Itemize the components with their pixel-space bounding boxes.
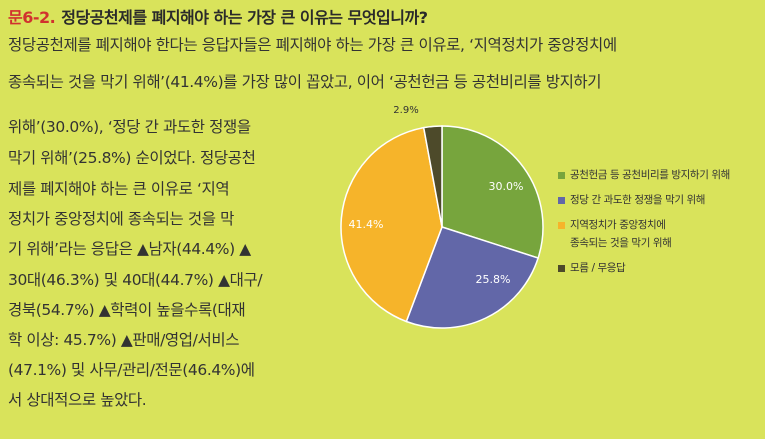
pie-slice — [422, 125, 443, 228]
legend-item: 정당 간 과도한 정쟁을 막기 위해 — [558, 194, 730, 209]
body-col-line-1: 위해’(30.0%), ‘정당 간 과도한 정쟁을 — [8, 118, 251, 136]
body-col-line-7: 경북(54.7%) ▲학력이 높을수록(대재 — [8, 301, 246, 319]
body-col-line-8: 학 이상: 45.7%) ▲판매/영업/서비스 — [8, 331, 240, 349]
chart-legend: 공천헌금 등 공천비리를 방지하기 위해 정당 간 과도한 정쟁을 막기 위해 … — [558, 169, 730, 288]
body-col-line-9: (47.1%) 및 사무/관리/전문(46.4%)에 — [8, 361, 255, 379]
page-title: 문6-2. 정당공천제를 폐지해야 하는 가장 큰 이유는 무엇입니까? — [8, 4, 428, 28]
body-col-line-3: 제를 폐지해야 하는 큰 이유로 ‘지역 — [8, 180, 230, 198]
slice-data-label: 30.0% — [489, 180, 524, 193]
legend-swatch — [558, 197, 565, 204]
body-line-2: 종속되는 것을 막기 위해’(41.4%)를 가장 많이 꼽았고, 이어 ‘공천… — [8, 73, 602, 91]
slice-data-label: 2.9% — [393, 105, 418, 116]
legend-item: 공천헌금 등 공천비리를 방지하기 위해 — [558, 169, 730, 184]
body-col-line-5: 기 위해’라는 응답은 ▲남자(44.4%) ▲ — [8, 240, 251, 258]
legend-swatch — [558, 265, 565, 272]
body-col-line-2: 막기 위해’(25.8%) 순이었다. 정당공천 — [8, 149, 256, 167]
pie-slice — [340, 126, 443, 323]
body-col-line-6: 30대(46.3%) 및 40대(44.7%) ▲대구/ — [8, 271, 263, 289]
slice-data-label: 25.8% — [476, 273, 511, 286]
pie-slice — [405, 226, 540, 329]
body-col-line-10: 서 상대적으로 높았다. — [8, 391, 147, 409]
legend-label: 지역정치가 중앙정치에 종속되는 것을 막기 위해 — [570, 219, 672, 249]
body-col-line-4: 정치가 중앙정치에 종속되는 것을 막 — [8, 210, 235, 228]
legend-item: 지역정치가 중앙정치에 종속되는 것을 막기 위해 — [558, 219, 730, 252]
legend-label: 공천헌금 등 공천비리를 방지하기 위해 — [570, 169, 730, 181]
question-number: 문6-2. — [8, 8, 56, 27]
question-text: 정당공천제를 폐지해야 하는 가장 큰 이유는 무엇입니까? — [61, 8, 428, 27]
legend-item: 모름 / 무응답 — [558, 262, 730, 277]
legend-swatch — [558, 222, 565, 229]
pie-slice — [441, 125, 544, 259]
legend-label: 모름 / 무응답 — [570, 262, 626, 274]
slice-data-label: 41.4% — [349, 218, 384, 231]
legend-swatch — [558, 172, 565, 179]
body-line-1: 정당공천제를 폐지해야 한다는 응답자들은 폐지해야 하는 가장 큰 이유로, … — [8, 36, 617, 54]
legend-label: 정당 간 과도한 정쟁을 막기 위해 — [570, 194, 706, 206]
